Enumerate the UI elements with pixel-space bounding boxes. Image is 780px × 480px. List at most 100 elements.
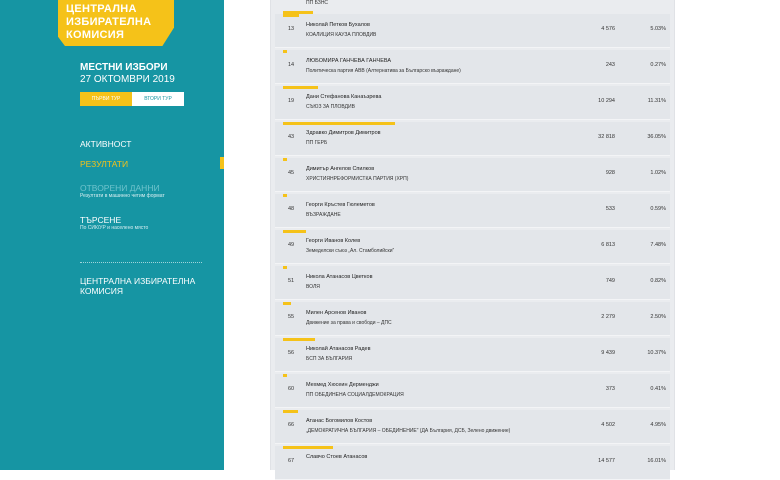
candidate-number: 14 (288, 62, 295, 68)
candidate-number: 60 (288, 386, 295, 392)
party-name: СЪЮЗ ЗА ПЛОВДИВ (306, 104, 355, 110)
nav-cik[interactable]: ЦЕНТРАЛНА ИЗБИРАТЕЛНА КОМИСИЯ (80, 276, 195, 296)
top-row-fragment: ПП БЗНС (306, 0, 329, 6)
candidate-number: 55 (288, 314, 295, 320)
vote-share-bar (283, 122, 395, 125)
vote-percent: 10.37% (647, 350, 666, 356)
table-row[interactable]: 45 Димитър Ангелов Спилков ХРИСТИЯНРЕФОРМИ… (275, 158, 670, 192)
candidate-number: 45 (288, 170, 295, 176)
candidate-name: Мехмед Хюсеин Дерменджи (306, 382, 379, 388)
nav-search-sub: По СИК/УР и населено място (80, 225, 149, 231)
vote-count: 243 (605, 62, 615, 68)
table-row[interactable]: 67 Славчо Стоев Атанасов 14 577 16.01% (275, 446, 670, 480)
vote-share-bar (283, 302, 291, 305)
party-name: ПП ОБЕДИНЕНА СОЦИАЛДЕМОКРАЦИЯ (306, 392, 404, 398)
logo-line-3: КОМИСИЯ (66, 29, 125, 41)
vote-count: 9 439 (601, 350, 615, 356)
party-name: Земеделски съюз „Ал. Стамболийски” (306, 248, 395, 254)
vote-share-bar (283, 86, 319, 89)
party-name: ХРИСТИЯНРЕФОРМИСТКА ПАРТИЯ (ХРП) (306, 176, 409, 182)
party-name: БСП ЗА БЪЛГАРИЯ (306, 356, 353, 362)
vote-share-bar (283, 374, 287, 377)
nav-search[interactable]: ТЪРСЕНЕ По СИК/УР и населено място (80, 215, 148, 232)
party-name: Политическа партия АВВ (Алтернатива за Б… (306, 68, 461, 74)
nav-results-label: РЕЗУЛТАТИ (80, 159, 129, 169)
candidate-name: Николай Петков Бухалов (306, 22, 370, 28)
table-row[interactable]: 13 Николай Петков Бухалов КОАЛИЦИЯ КАУЗА П… (275, 14, 670, 48)
table-row[interactable]: 19 Дани Стефанова Канаъзрева СЪЮЗ ЗА ПЛОВД… (275, 86, 670, 120)
party-name: „ДЕМОКРАТИЧНА БЪЛГАРИЯ – ОБЕДИНЕНИЕ” (ДА… (306, 428, 511, 434)
nav-cik-line1: ЦЕНТРАЛНА ИЗБИРАТЕЛНА (80, 276, 196, 286)
table-row[interactable]: 48 Георги Кръстев Гюлеметов ВЪЗРАЖДАНЕ 533 0… (275, 194, 670, 228)
table-row[interactable]: 55 Милен Арсенов Иванов Движение за права … (275, 302, 670, 336)
nav-activity-label: АКТИВНОСТ (80, 139, 132, 149)
nav-open-data[interactable]: ОТВОРЕНИ ДАННИ Резултати в машинно четим… (80, 183, 165, 200)
candidate-number: 66 (288, 422, 295, 428)
vote-percent: 4.95% (650, 422, 666, 428)
party-name: ВОЛЯ (306, 284, 320, 290)
vote-share-bar (283, 14, 299, 17)
round1-button[interactable]: ПЪРВИ ТУР (80, 92, 132, 106)
table-row[interactable]: 49 Георги Иванов Колев Земеделски съюз „Ал… (275, 230, 670, 264)
nav-cik-line2: КОМИСИЯ (80, 286, 124, 296)
vote-percent: 0.59% (650, 206, 666, 212)
election-title: МЕСТНИ ИЗБОРИ (80, 62, 168, 73)
vote-percent: 5.03% (650, 26, 666, 32)
table-row[interactable]: 51 Никола Атанасов Цветков ВОЛЯ 749 0.82% (275, 266, 670, 300)
vote-share-bar (283, 410, 299, 413)
candidate-number: 48 (288, 206, 295, 212)
table-row[interactable]: 56 Николай Атанасов Радев БСП ЗА БЪЛГАРИЯ 9… (275, 338, 670, 372)
vote-count: 14 577 (598, 458, 615, 464)
sidebar-divider (80, 262, 202, 263)
candidate-name: Николай Атанасов Радев (306, 346, 371, 352)
nav-open-data-sub: Резултати в машинно четим формат (80, 193, 165, 199)
vote-count: 373 (605, 386, 615, 392)
table-row[interactable]: 43 Здравко Димитров Димитров ПП ГЕРБ 32 818… (275, 122, 670, 156)
candidate-number: 13 (288, 26, 295, 32)
candidate-number: 67 (288, 458, 295, 464)
round2-button[interactable]: ВТОРИ ТУР (132, 92, 184, 106)
vote-share-bar (283, 266, 287, 269)
round-switch: ПЪРВИ ТУР ВТОРИ ТУР (80, 92, 184, 106)
vote-percent: 1.02% (650, 170, 666, 176)
candidate-name: Георги Кръстев Гюлеметов (306, 202, 375, 208)
candidate-number: 19 (288, 98, 295, 104)
sidebar: ЦЕНТРАЛНА ИЗБИРАТЕЛНА КОМИСИЯ МЕСТНИ ИЗБ… (0, 0, 224, 470)
candidate-name: Милен Арсенов Иванов (306, 310, 367, 316)
candidate-name: Здравко Димитров Димитров (306, 130, 381, 136)
active-nav-marker (220, 157, 224, 169)
candidate-number: 56 (288, 350, 295, 356)
table-row[interactable]: 60 Мехмед Хюсеин Дерменджи ПП ОБЕДИНЕНА СО… (275, 374, 670, 408)
election-date: 27 ОКТОМВРИ 2019 (80, 74, 175, 85)
cik-logo[interactable] (58, 0, 174, 46)
cik-logo-text[interactable]: ЦЕНТРАЛНА ИЗБИРАТЕЛНА КОМИСИЯ (66, 3, 151, 42)
nav-activity[interactable]: АКТИВНОСТ (80, 139, 131, 149)
table-row[interactable]: 14 ЛЮБОМИРА ГАНЧЕВА ГАНЧЕВА Политическа па… (275, 50, 670, 84)
vote-percent: 7.48% (650, 242, 666, 248)
vote-count: 4 502 (601, 422, 615, 428)
vote-percent: 36.05% (647, 134, 666, 140)
vote-percent: 0.82% (650, 278, 666, 284)
party-name: ВЪЗРАЖДАНЕ (306, 212, 341, 218)
nav-search-label: ТЪРСЕНЕ (80, 215, 122, 225)
vote-share-bar (283, 230, 307, 233)
nav-results[interactable]: РЕЗУЛТАТИ (80, 159, 128, 169)
party-name: Движение за права и свободи – ДПС (306, 320, 392, 326)
vote-count: 2 279 (601, 314, 615, 320)
vote-percent: 2.50% (650, 314, 666, 320)
vote-percent: 11.31% (647, 98, 666, 104)
nav-open-data-label: ОТВОРЕНИ ДАННИ (80, 183, 160, 193)
candidate-number: 51 (288, 278, 295, 284)
candidate-name: Дани Стефанова Канаъзрева (306, 94, 382, 100)
party-name: ПП ГЕРБ (306, 140, 328, 146)
candidate-name: Атанас Богомилов Костов (306, 418, 373, 424)
table-row[interactable]: 66 Атанас Богомилов Костов „ДЕМОКРАТИЧНА Б… (275, 410, 670, 444)
results-table: ПП БЗНС 13 Николай Петков Бухалов КОАЛИЦИЯ… (270, 0, 675, 480)
candidate-name: Димитър Ангелов Спилков (306, 166, 375, 172)
candidate-name: Георги Иванов Колев (306, 238, 361, 244)
vote-percent: 16.01% (647, 458, 666, 464)
candidate-number: 43 (288, 134, 295, 140)
vote-count: 4 576 (601, 26, 615, 32)
vote-share-bar (283, 194, 287, 197)
vote-count: 6 813 (601, 242, 615, 248)
